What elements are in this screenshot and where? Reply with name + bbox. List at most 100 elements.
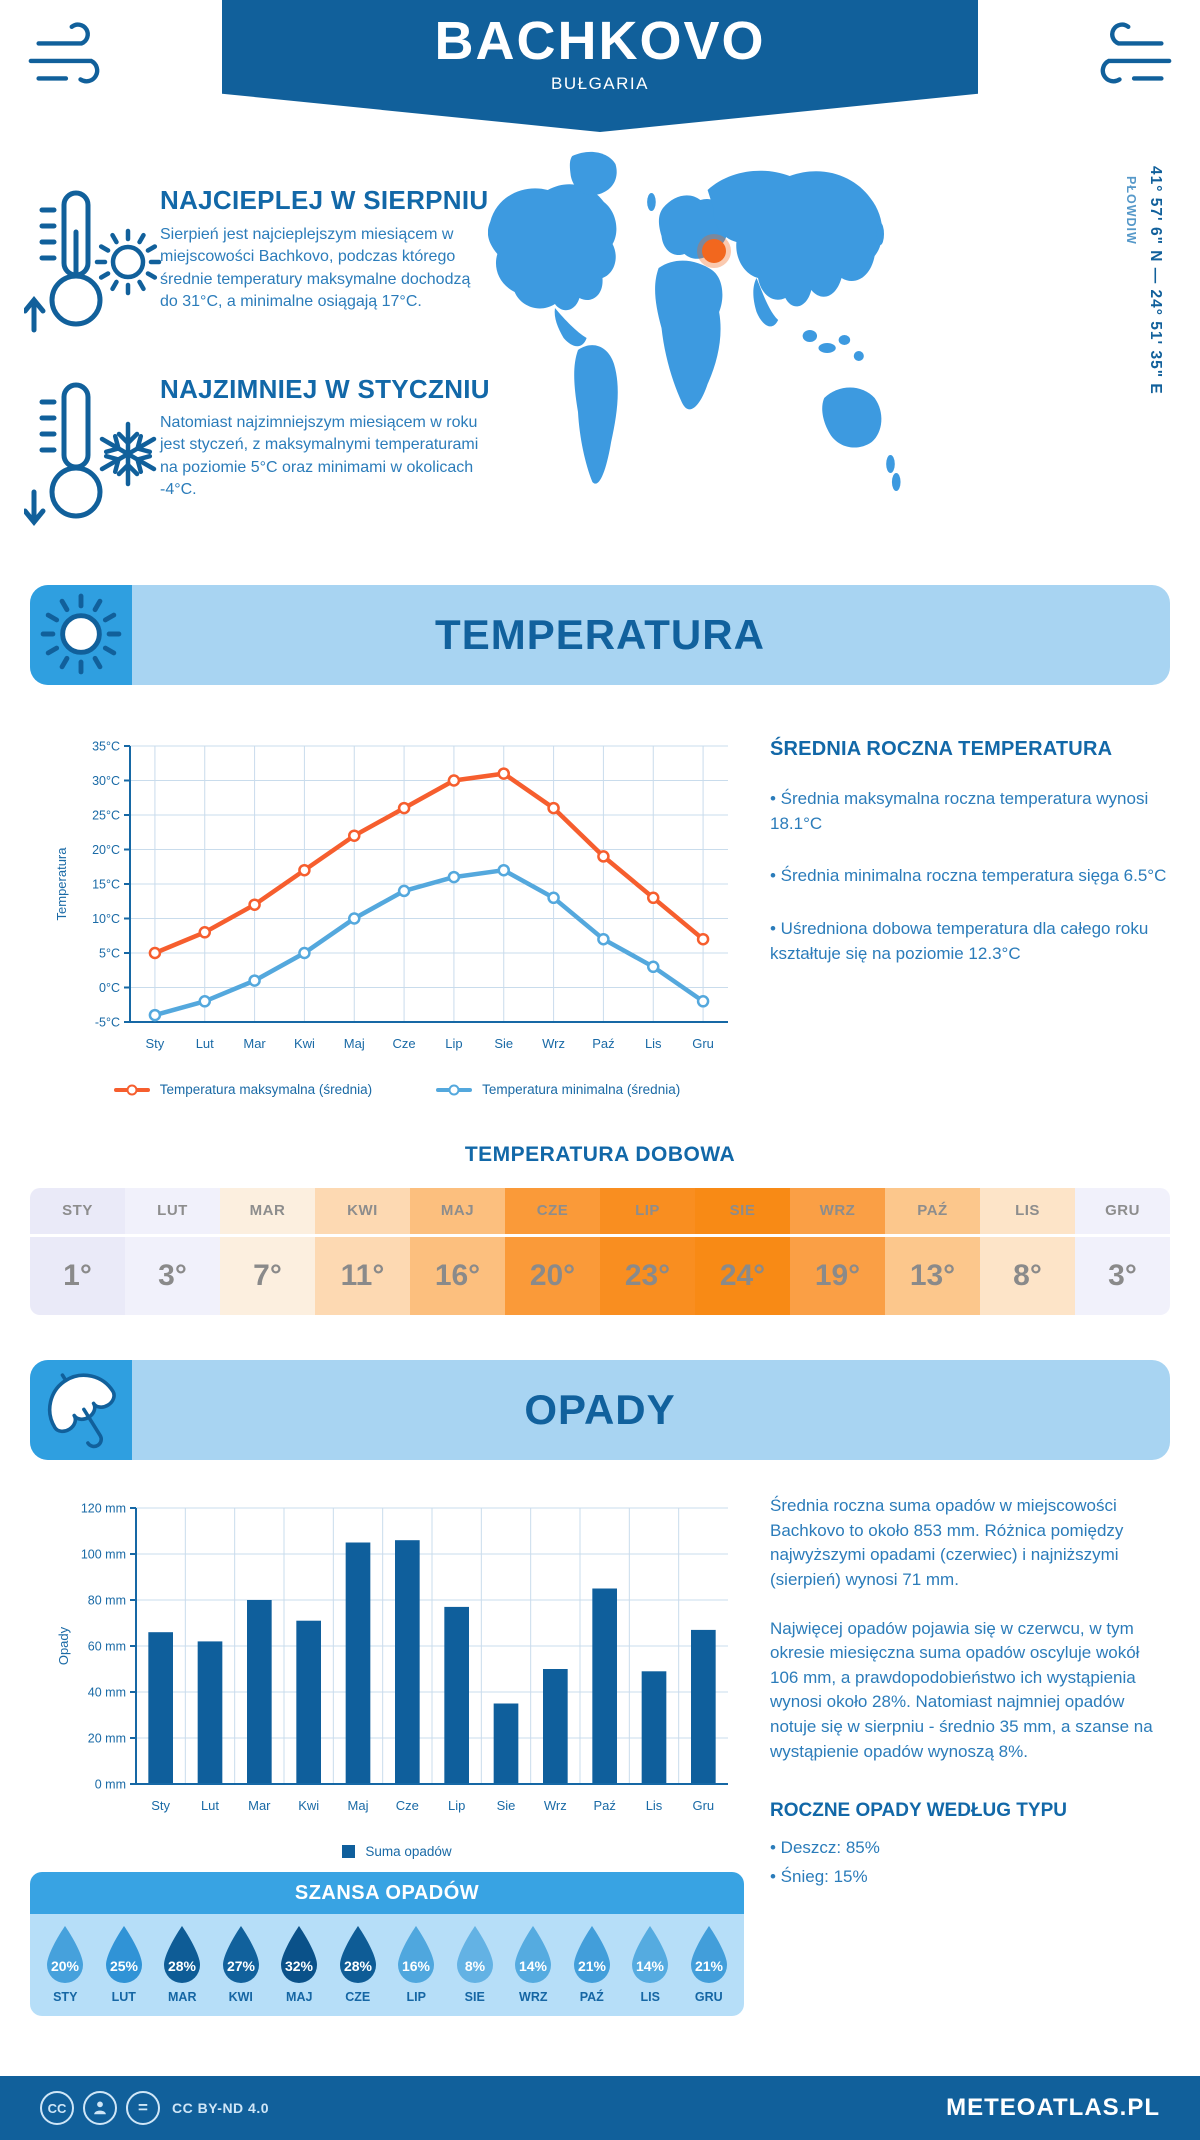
- temperature-section-banner: TEMPERATURA: [30, 585, 1170, 685]
- daily-temp-column: STY 1°: [30, 1188, 125, 1315]
- month-label: MAR: [168, 1990, 197, 2004]
- license-label: CC BY-ND 4.0: [172, 2100, 270, 2116]
- daily-temp-value: 19°: [790, 1234, 885, 1315]
- svg-text:Sie: Sie: [494, 1036, 513, 1051]
- daily-temp-value: 13°: [885, 1234, 980, 1315]
- precip-chance-item: 28% CZE: [329, 1924, 388, 2004]
- equals-icon: =: [126, 2091, 160, 2125]
- svg-text:30°C: 30°C: [92, 774, 120, 788]
- person-icon: [83, 2091, 117, 2125]
- legend-item: Suma opadów: [342, 1844, 452, 1859]
- svg-text:20 mm: 20 mm: [88, 1732, 126, 1746]
- svg-text:Paź: Paź: [592, 1036, 614, 1051]
- month-header: LUT: [125, 1188, 220, 1234]
- thermometer-up-icon: [24, 190, 103, 333]
- raindrop-icon: 25%: [105, 1926, 142, 1983]
- warm-section-title: NAJCIEPLEJ W SIERPNIU: [160, 185, 489, 215]
- precip-chance-item: 20% STY: [36, 1924, 95, 2004]
- precipitation-badge: [30, 1360, 132, 1460]
- month-label: PAŹ: [579, 1990, 604, 2004]
- daily-temp-column: CZE 20°: [505, 1188, 600, 1315]
- precip-chance-item: 28% MAR: [153, 1924, 212, 2004]
- svg-text:25%: 25%: [110, 1958, 139, 1974]
- month-header: LIP: [600, 1188, 695, 1234]
- svg-text:14%: 14%: [519, 1958, 548, 1974]
- svg-text:Cze: Cze: [393, 1036, 416, 1051]
- svg-text:40 mm: 40 mm: [88, 1686, 126, 1700]
- daily-temp-column: LUT 3°: [125, 1188, 220, 1315]
- warm-section-text: Sierpień jest najcieplejszym miesiącem w…: [160, 226, 471, 311]
- svg-text:15°C: 15°C: [92, 878, 120, 892]
- svg-text:Opady: Opady: [56, 1626, 71, 1665]
- precipitation-chance-drops: 20% STY 25% LUT 28% MAR 27% KWI 32% MAJ 28% CZE 16% L…: [30, 1914, 744, 2016]
- cold-section-text: Natomiast najzimniejszym miesiącem w rok…: [160, 414, 479, 499]
- precip-chance-item: 25% LUT: [95, 1924, 154, 2004]
- raindrop-icon: 20%: [47, 1926, 84, 1983]
- daily-temp-column: LIS 8°: [980, 1188, 1075, 1315]
- svg-text:Lut: Lut: [201, 1798, 219, 1813]
- svg-text:-5°C: -5°C: [95, 1016, 120, 1030]
- daily-temp-column: GRU 3°: [1075, 1188, 1170, 1315]
- raindrop-icon: 21%: [690, 1926, 727, 1983]
- svg-text:Wrz: Wrz: [544, 1798, 567, 1813]
- raindrop-icon: 28%: [164, 1926, 201, 1983]
- svg-text:Lis: Lis: [645, 1036, 662, 1051]
- precipitation-paragraph: Najwięcej opadów pojawia się w czerwcu, …: [770, 1618, 1153, 1761]
- annual-temperature-panel: ŚREDNIA ROCZNA TEMPERATURA • Średnia mak…: [770, 738, 1170, 994]
- month-label: LIS: [640, 1990, 660, 2004]
- month-header: WRZ: [790, 1188, 885, 1234]
- coordinates-label: 41° 57' 6" N — 24° 51' 35" E: [1147, 166, 1164, 395]
- thermometer-down-icon: [24, 382, 103, 526]
- svg-text:20%: 20%: [51, 1958, 80, 1974]
- umbrella-icon: [47, 1373, 116, 1449]
- annual-temp-bullet: • Uśredniona dobowa temperatura dla całe…: [770, 918, 1149, 963]
- svg-text:Sie: Sie: [497, 1798, 516, 1813]
- svg-text:Lip: Lip: [448, 1798, 465, 1813]
- svg-text:35°C: 35°C: [92, 740, 120, 754]
- svg-text:28%: 28%: [344, 1958, 373, 1974]
- precip-type-bullet: • Śnieg: 15%: [770, 1867, 868, 1887]
- temperature-section-title: TEMPERATURA: [435, 611, 765, 658]
- wind-icon: [1100, 22, 1172, 84]
- raindrop-icon: 28%: [339, 1926, 376, 1983]
- svg-text:Kwi: Kwi: [298, 1798, 319, 1813]
- precipitation-paragraph: Średnia roczna suma opadów w miejscowośc…: [770, 1496, 1124, 1589]
- svg-text:8%: 8%: [465, 1958, 486, 1974]
- month-label: STY: [53, 1990, 78, 2004]
- svg-text:Maj: Maj: [344, 1036, 365, 1051]
- daily-temp-column: KWI 11°: [315, 1188, 410, 1315]
- raindrop-icon: 14%: [632, 1926, 669, 1983]
- precipitation-chart-legend: Suma opadów: [52, 1844, 742, 1859]
- annual-temp-heading: ŚREDNIA ROCZNA TEMPERATURA: [770, 738, 1113, 760]
- legend-item: Temperatura minimalna (średnia): [436, 1082, 680, 1097]
- temperature-line-chart: -5°C 0°C 5°C 10°C 15°C 20°C 25°C 30°C 35°C Sty Lut…: [54, 740, 728, 1051]
- svg-text:21%: 21%: [695, 1958, 724, 1974]
- sun-icon: [40, 593, 122, 675]
- cc-icon: CC: [40, 2091, 74, 2125]
- daily-temp-value: 11°: [315, 1234, 410, 1315]
- svg-text:27%: 27%: [227, 1958, 256, 1974]
- raindrop-icon: 8%: [456, 1926, 493, 1983]
- precip-chance-item: 8% SIE: [446, 1924, 505, 2004]
- daily-temp-value: 8°: [980, 1234, 1075, 1315]
- precip-type-bullet: • Deszcz: 85%: [770, 1838, 880, 1858]
- precip-types-heading: ROCZNE OPADY WEDŁUG TYPU: [770, 1800, 1067, 1822]
- svg-text:Lut: Lut: [196, 1036, 214, 1051]
- daily-temp-value: 24°: [695, 1234, 790, 1315]
- svg-text:14%: 14%: [636, 1958, 665, 1974]
- precipitation-chance-title: SZANSA OPADÓW: [30, 1872, 744, 1914]
- month-label: LUT: [111, 1990, 136, 2004]
- precip-chance-item: 27% KWI: [212, 1924, 271, 2004]
- month-header: PAŹ: [885, 1188, 980, 1234]
- title-banner: BACHKOVO BUŁGARIA: [222, 0, 978, 132]
- precip-chance-item: 16% LIP: [387, 1924, 446, 2004]
- svg-text:Cze: Cze: [396, 1798, 419, 1813]
- footer: CC = CC BY-ND 4.0 METEOATLAS.PL: [0, 2076, 1200, 2140]
- precip-chance-item: 21% GRU: [680, 1924, 739, 2004]
- month-header: SIE: [695, 1188, 790, 1234]
- precipitation-section-title: OPADY: [524, 1386, 676, 1433]
- precip-chance-item: 14% LIS: [621, 1924, 680, 2004]
- precipitation-bar-chart: 0 mm 20 mm 40 mm 60 mm 80 mm 100 mm 120 mm Sty L…: [56, 1502, 728, 1813]
- month-label: KWI: [228, 1990, 253, 2004]
- svg-text:Wrz: Wrz: [542, 1036, 565, 1051]
